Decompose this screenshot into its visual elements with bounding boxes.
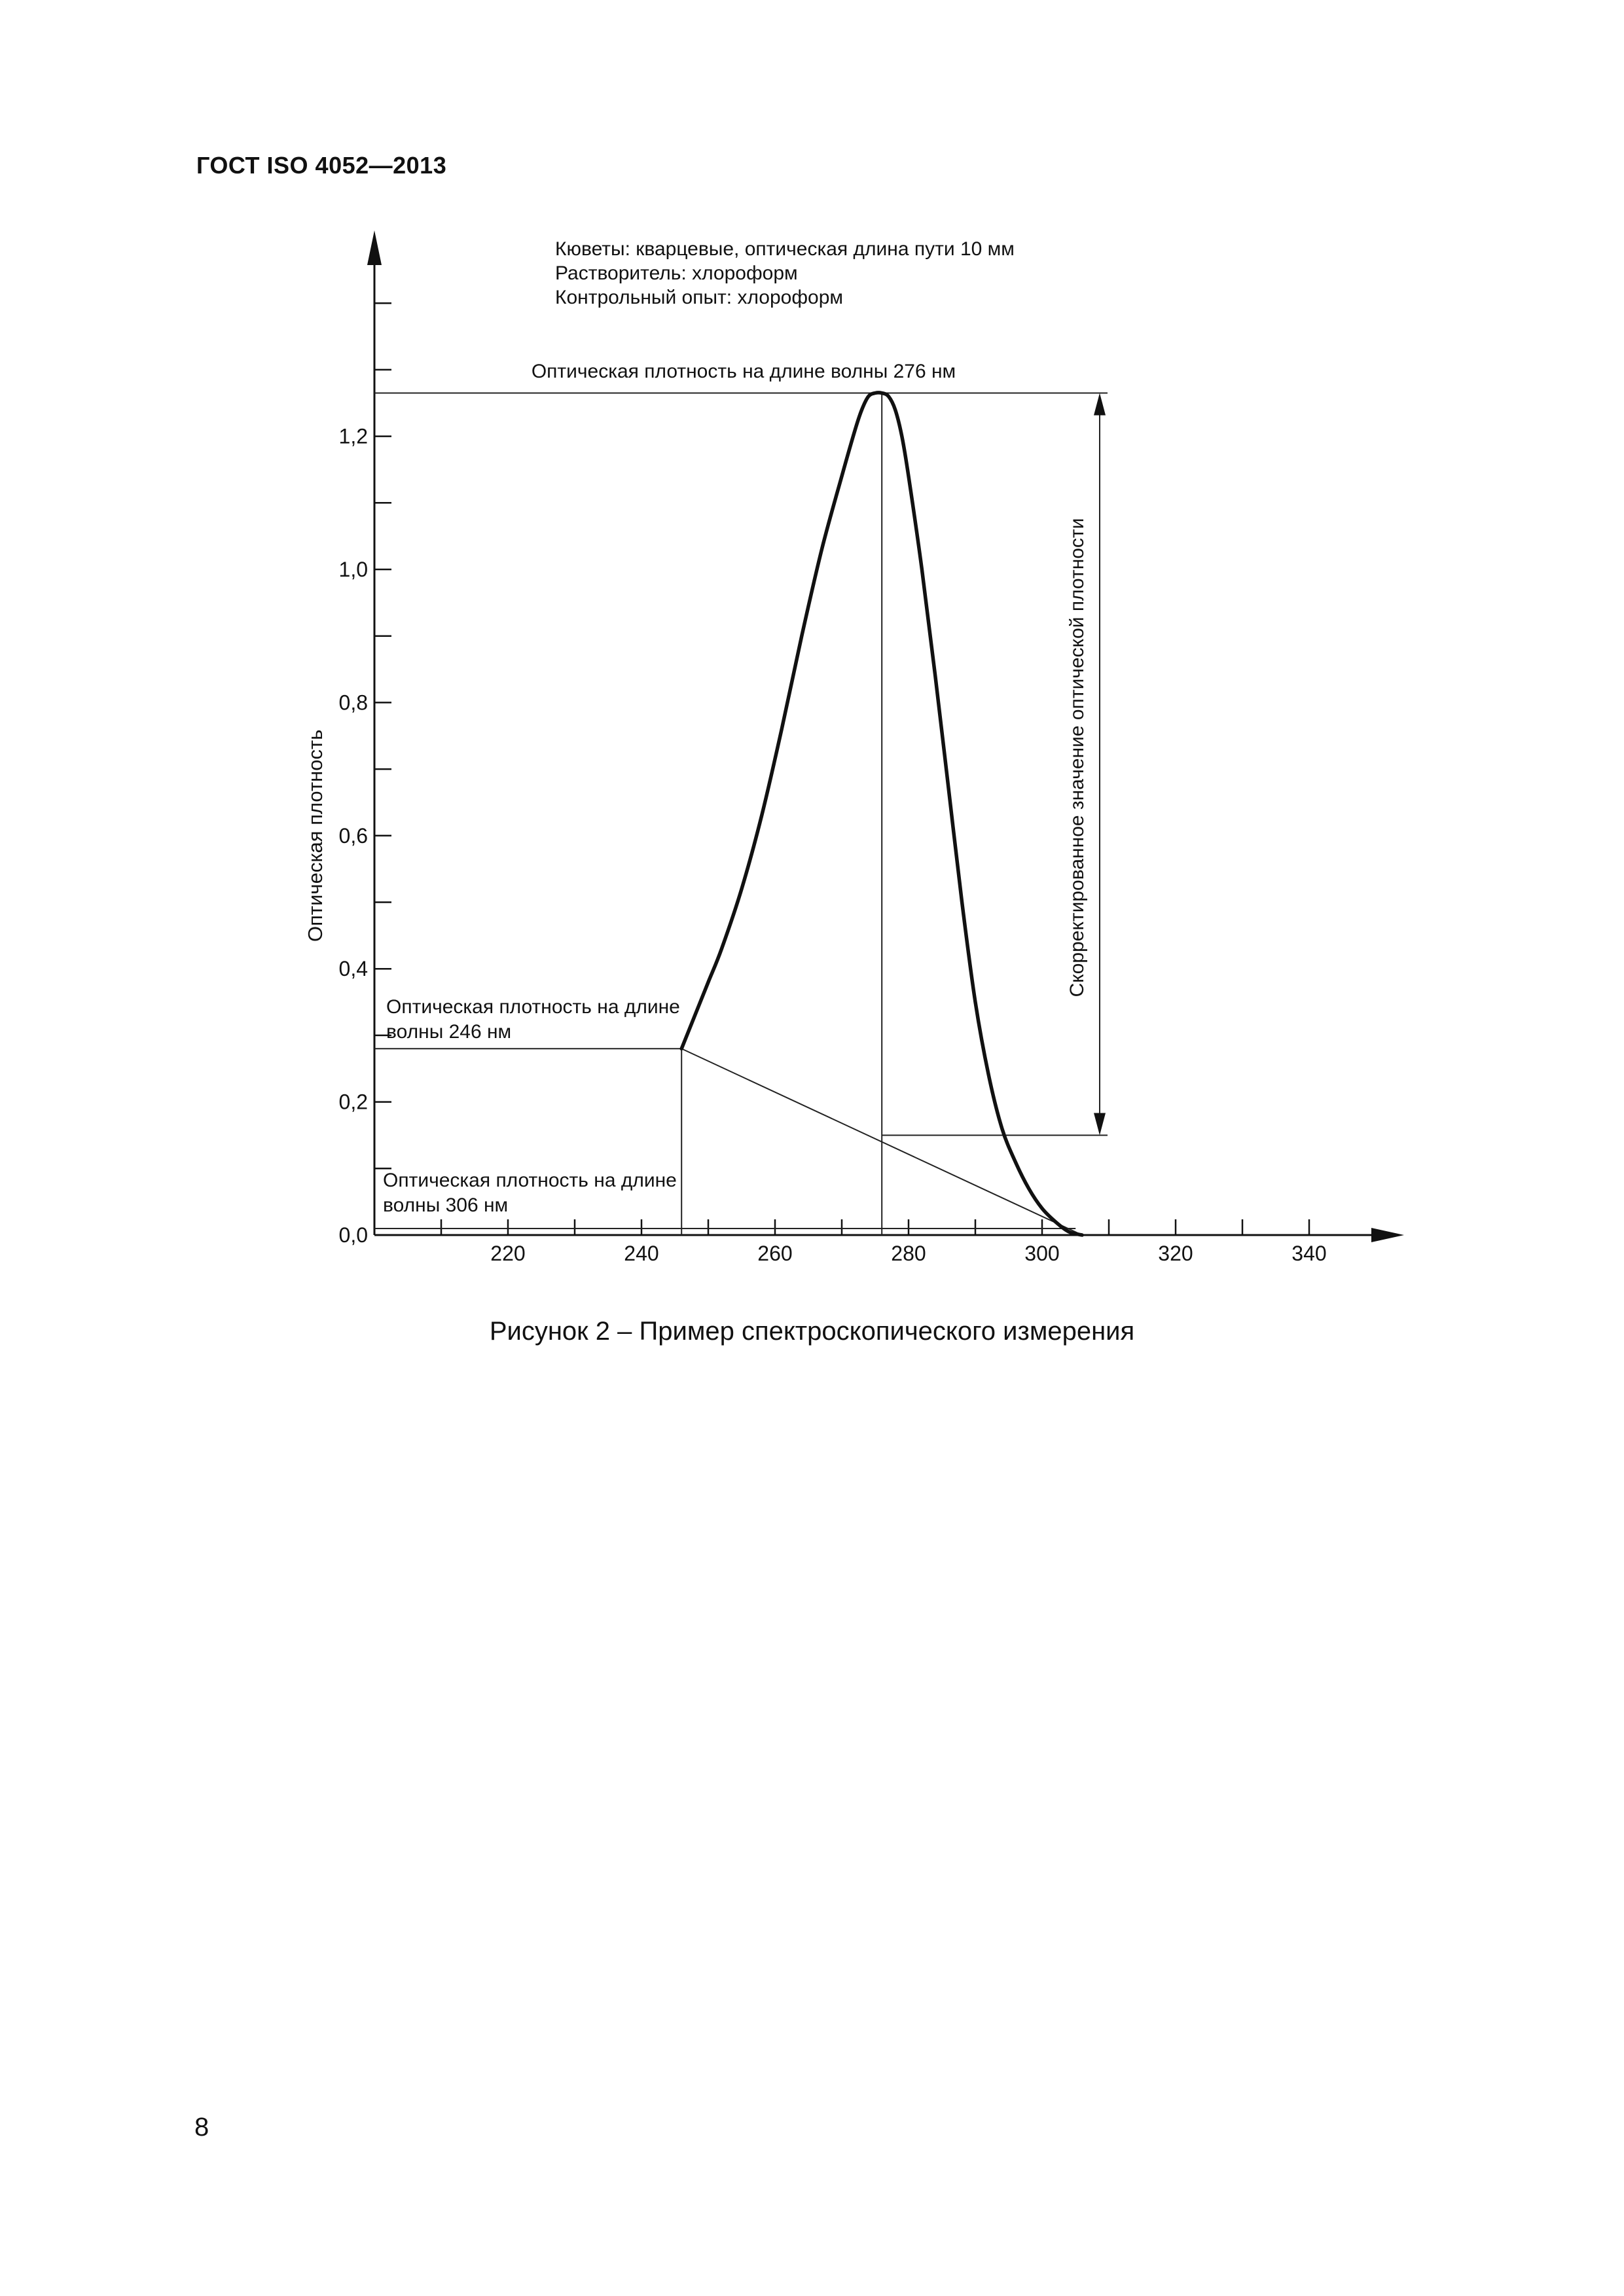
chart-note: Контрольный опыт: хлороформ: [555, 287, 843, 308]
x-tick-label: 220: [490, 1242, 525, 1265]
corrected-arrow-head-bottom: [1094, 1113, 1106, 1136]
y-axis-title: Оптическая плотность: [304, 730, 327, 942]
end-annotation: волны 306 нм: [383, 1194, 508, 1216]
y-tick-label: 0,6: [339, 824, 368, 848]
y-tick-label: 1,2: [339, 425, 368, 448]
peak-annotation: Оптическая плотность на длине волны 276 …: [532, 361, 956, 382]
end-annotation: Оптическая плотность на длине: [383, 1170, 677, 1191]
spectrum-curve: [679, 391, 1084, 1237]
baseline-line: [681, 1048, 1083, 1236]
page-number: 8: [194, 2113, 209, 2142]
y-tick-label: 0,8: [339, 691, 368, 714]
x-tick-label: 320: [1158, 1242, 1193, 1265]
x-tick-label: 300: [1024, 1242, 1059, 1265]
y-axis-arrow: [367, 230, 382, 265]
figure-caption: Рисунок 2 – Пример спектроскопического и…: [489, 1317, 1135, 1346]
corrected-arrow-head-top: [1094, 393, 1106, 416]
x-tick-label: 240: [624, 1242, 659, 1265]
chart-text-layer: 220 240 260 280 300 320 340 0,0 0,2 0,4 0,6 0,8 1,0 1…: [304, 238, 1327, 1265]
y-tick-label: 0,2: [339, 1090, 368, 1114]
left-annotation: волны 246 нм: [386, 1021, 511, 1043]
left-annotation: Оптическая плотность на длине: [386, 996, 680, 1018]
corrected-annotation: Скорректированное значение оптической пл…: [1066, 518, 1088, 997]
x-tick-label: 260: [757, 1242, 792, 1265]
x-tick-label: 280: [891, 1242, 926, 1265]
x-tick-label: 340: [1291, 1242, 1326, 1265]
document-header: ГОСТ ISO 4052—2013: [196, 152, 447, 179]
chart-note: Растворитель: хлороформ: [555, 262, 798, 284]
y-tick-label: 0,0: [339, 1223, 368, 1247]
chart-marks-layer: [374, 391, 1108, 1237]
chart-note: Кюветы: кварцевые, оптическая длина пути…: [555, 238, 1015, 260]
chart-static-layer: [367, 230, 1404, 1242]
x-axis-arrow: [1371, 1228, 1404, 1242]
y-tick-label: 1,0: [339, 558, 368, 581]
y-tick-label: 0,4: [339, 957, 368, 980]
